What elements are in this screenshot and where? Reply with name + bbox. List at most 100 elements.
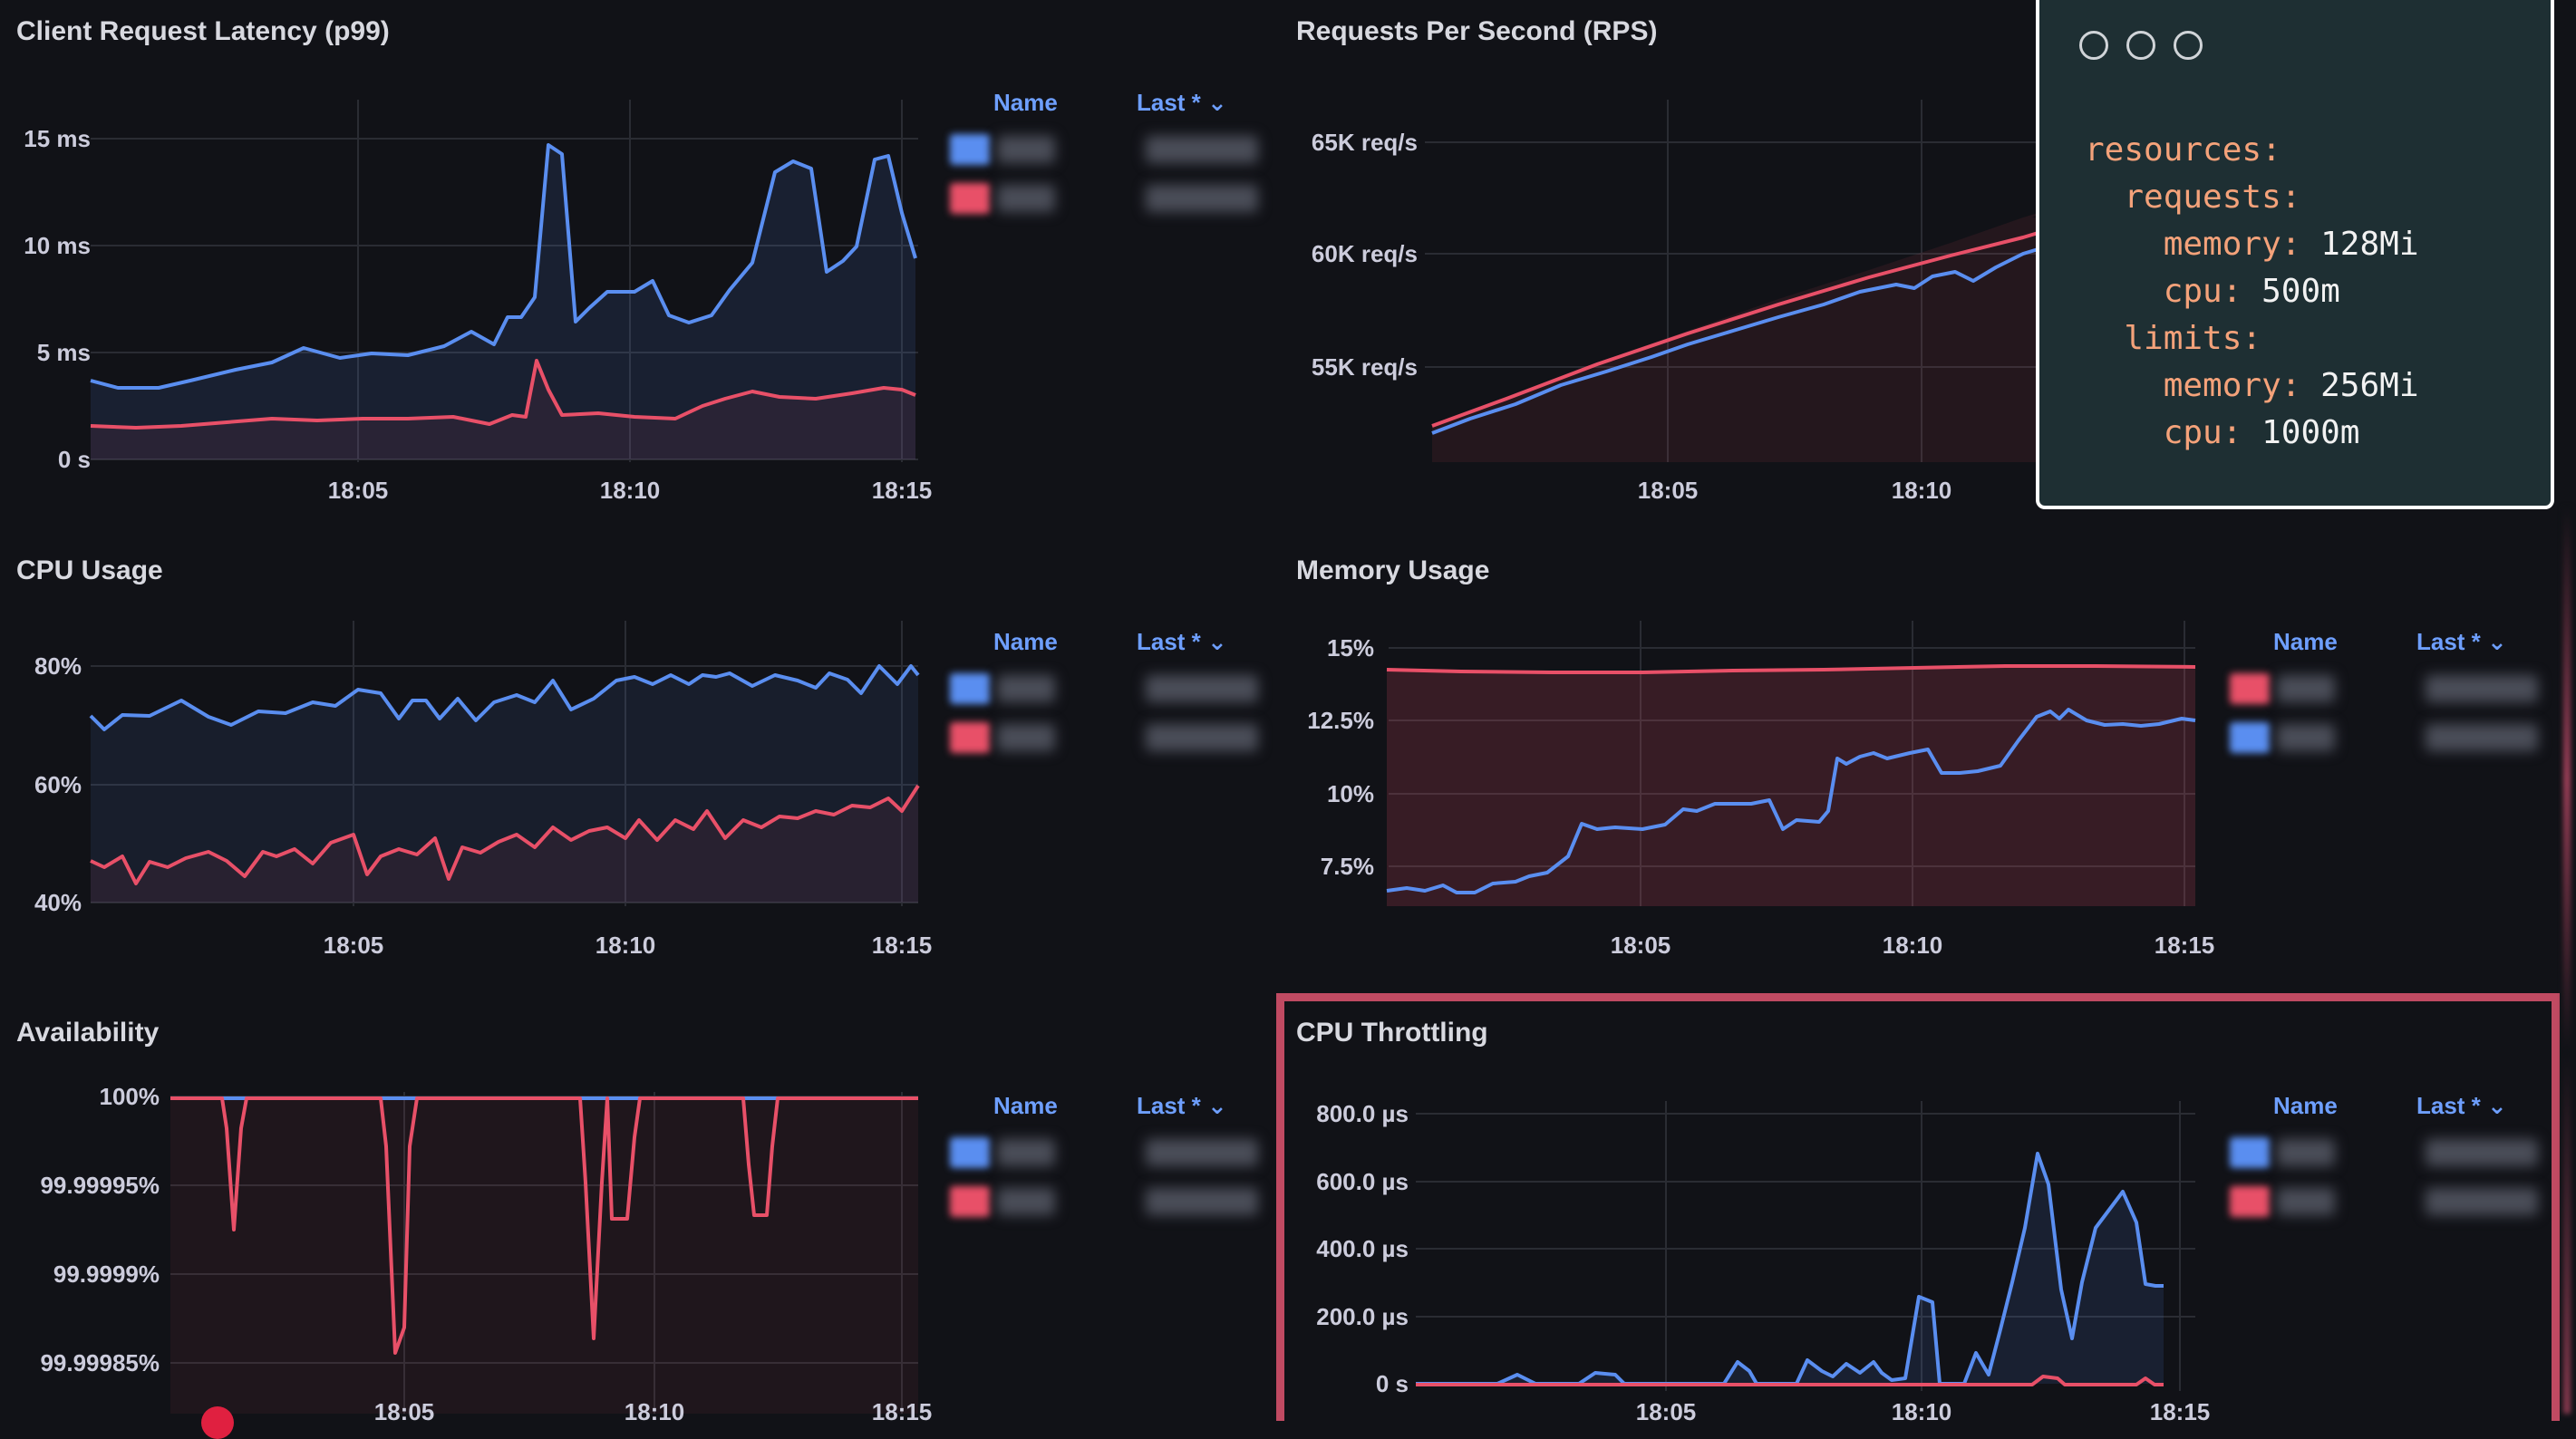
legend-name-header[interactable]: Name bbox=[993, 628, 1058, 655]
legend-name-header[interactable]: Name bbox=[2273, 1092, 2338, 1119]
chevron-down-icon: ⌄ bbox=[1207, 628, 1227, 655]
panel-edge-glow bbox=[2563, 507, 2571, 1414]
x-tick-label: 18:15 bbox=[872, 932, 933, 959]
panel-title[interactable]: Client Request Latency (p99) bbox=[16, 16, 390, 46]
y-tick-label: 200.0 µs bbox=[1316, 1303, 1409, 1330]
panel-title[interactable]: CPU Usage bbox=[16, 555, 163, 585]
panel-cpu-throttling: CPU Throttling 800.0 µs 600.0 µs 400.0 µ… bbox=[1280, 1001, 2567, 1425]
series-swatch bbox=[950, 1186, 990, 1217]
yaml-key: cpu bbox=[2163, 273, 2223, 310]
blurred-series-value bbox=[1146, 136, 1258, 163]
y-tick-label: 15 ms bbox=[24, 125, 91, 152]
blurred-series-value bbox=[2426, 1188, 2538, 1215]
panel-title[interactable]: CPU Throttling bbox=[1296, 1018, 1488, 1048]
x-tick-label: 18:05 bbox=[374, 1398, 435, 1425]
availability-chart[interactable]: 100% 99.99995% 99.9999% 99.99985% 18:05 … bbox=[0, 1001, 961, 1425]
latency-red-line bbox=[90, 359, 916, 430]
chevron-down-icon: ⌄ bbox=[1207, 1092, 1227, 1119]
series-swatch bbox=[950, 722, 990, 753]
legend-name-header[interactable]: Name bbox=[993, 1092, 1058, 1119]
memory-usage-chart[interactable]: 15% 12.5% 10% 7.5% 18:05 18:10 18:15 bbox=[1280, 539, 2214, 974]
y-tick-label: 15% bbox=[1327, 634, 1374, 662]
blurred-series-name bbox=[997, 1139, 1055, 1166]
cpu-throttling-chart[interactable]: 800.0 µs 600.0 µs 400.0 µs 200.0 µs 0 s … bbox=[1280, 1001, 2210, 1425]
y-tick-label: 40% bbox=[34, 889, 82, 916]
memory-blue-line bbox=[1386, 708, 2196, 894]
legend-row[interactable] bbox=[937, 664, 1258, 713]
code-window: resources: requests: memory: 128Mi cpu: … bbox=[2036, 0, 2554, 509]
legend-sort-header[interactable]: Last * ⌄ bbox=[1137, 1092, 1227, 1119]
window-close-button[interactable] bbox=[2079, 31, 2108, 60]
code-line: cpu: 500m bbox=[2163, 273, 2340, 310]
code-line: requests: bbox=[2124, 179, 2301, 216]
legend-sort-header[interactable]: Last * ⌄ bbox=[1137, 628, 1227, 655]
x-tick-label: 18:10 bbox=[596, 932, 656, 959]
legend: Name Last * ⌄ bbox=[2217, 628, 2538, 762]
legend: Name Last * ⌄ bbox=[937, 628, 1258, 762]
y-tick-label: 99.99985% bbox=[40, 1349, 160, 1376]
code-line: resources: bbox=[2085, 131, 2281, 169]
legend-name-header[interactable]: Name bbox=[993, 89, 1058, 116]
y-tick-label: 99.9999% bbox=[53, 1260, 160, 1288]
window-controls bbox=[2079, 31, 2221, 64]
series-swatch bbox=[2230, 1137, 2270, 1168]
x-tick-label: 18:05 bbox=[328, 477, 389, 504]
legend-sort-header[interactable]: Last * ⌄ bbox=[1137, 89, 1227, 116]
y-tick-label: 800.0 µs bbox=[1316, 1100, 1409, 1127]
yaml-code-block: resources: requests: memory: 128Mi cpu: … bbox=[2085, 127, 2419, 457]
x-tick-label: 18:10 bbox=[1883, 932, 1943, 959]
legend: Name Last * ⌄ bbox=[2217, 1092, 2538, 1226]
legend-sort-header[interactable]: Last * ⌄ bbox=[2416, 628, 2507, 655]
legend-row[interactable] bbox=[2217, 1128, 2538, 1177]
panel-title[interactable]: Memory Usage bbox=[1296, 555, 1490, 585]
window-maximize-button[interactable] bbox=[2174, 31, 2203, 60]
legend-row[interactable] bbox=[937, 1177, 1258, 1226]
yaml-value: 256Mi bbox=[2320, 367, 2419, 404]
y-tick-label: 12.5% bbox=[1307, 707, 1374, 734]
latency-chart[interactable]: 15 ms 10 ms 5 ms 0 s 18:05 18:10 18:15 bbox=[0, 0, 961, 507]
legend: Name Last * ⌄ bbox=[937, 1092, 1258, 1226]
legend-name-header[interactable]: Name bbox=[2273, 628, 2338, 655]
legend-row[interactable] bbox=[937, 174, 1258, 223]
x-tick-label: 18:05 bbox=[1638, 477, 1699, 504]
blurred-series-name bbox=[997, 136, 1055, 163]
panel-cpu-usage: CPU Usage 80% 60% 40% 18:05 18:10 18:15 … bbox=[0, 539, 1269, 974]
x-tick-label: 18:05 bbox=[324, 932, 384, 959]
x-tick-label: 18:10 bbox=[1892, 1398, 1952, 1425]
panel-availability: Availability 100% 99.99995% 99.9999% 99.… bbox=[0, 1001, 1269, 1425]
legend-row[interactable] bbox=[937, 713, 1258, 762]
legend-row[interactable] bbox=[2217, 1177, 2538, 1226]
yaml-key: memory bbox=[2163, 367, 2281, 404]
legend-row[interactable] bbox=[2217, 713, 2538, 762]
y-tick-label: 80% bbox=[34, 652, 82, 680]
chevron-down-icon: ⌄ bbox=[2487, 1092, 2507, 1119]
window-minimize-button[interactable] bbox=[2126, 31, 2155, 60]
blurred-series-name bbox=[997, 1188, 1055, 1215]
cpu-red-line bbox=[90, 784, 920, 885]
panel-title[interactable]: Availability bbox=[16, 1018, 160, 1048]
blurred-series-value bbox=[1146, 724, 1258, 751]
x-tick-label: 18:10 bbox=[625, 1398, 685, 1425]
panel-title[interactable]: Requests Per Second (RPS) bbox=[1296, 16, 1658, 46]
legend-row[interactable] bbox=[937, 125, 1258, 174]
blurred-series-name bbox=[997, 675, 1055, 702]
cpu-blue-area bbox=[91, 666, 918, 903]
legend-sort-header[interactable]: Last * ⌄ bbox=[2416, 1092, 2507, 1119]
y-tick-label: 5 ms bbox=[37, 339, 91, 366]
code-line: limits: bbox=[2124, 320, 2262, 357]
y-tick-label: 0 s bbox=[58, 446, 91, 473]
y-tick-label: 60% bbox=[34, 771, 82, 798]
yaml-key: cpu bbox=[2163, 414, 2223, 451]
legend: Name Last * ⌄ bbox=[937, 89, 1258, 223]
blurred-series-value bbox=[2426, 724, 2538, 751]
series-swatch bbox=[2230, 673, 2270, 704]
blurred-series-value bbox=[1146, 185, 1258, 212]
legend-row[interactable] bbox=[937, 1128, 1258, 1177]
y-tick-label: 600.0 µs bbox=[1316, 1168, 1409, 1195]
yaml-value: 1000m bbox=[2261, 414, 2360, 451]
throttling-red-line bbox=[1416, 1375, 2164, 1386]
record-indicator-icon bbox=[201, 1406, 234, 1439]
legend-row[interactable] bbox=[2217, 664, 2538, 713]
cpu-usage-chart[interactable]: 80% 60% 40% 18:05 18:10 18:15 bbox=[0, 539, 961, 974]
yaml-key: requests bbox=[2124, 179, 2281, 216]
